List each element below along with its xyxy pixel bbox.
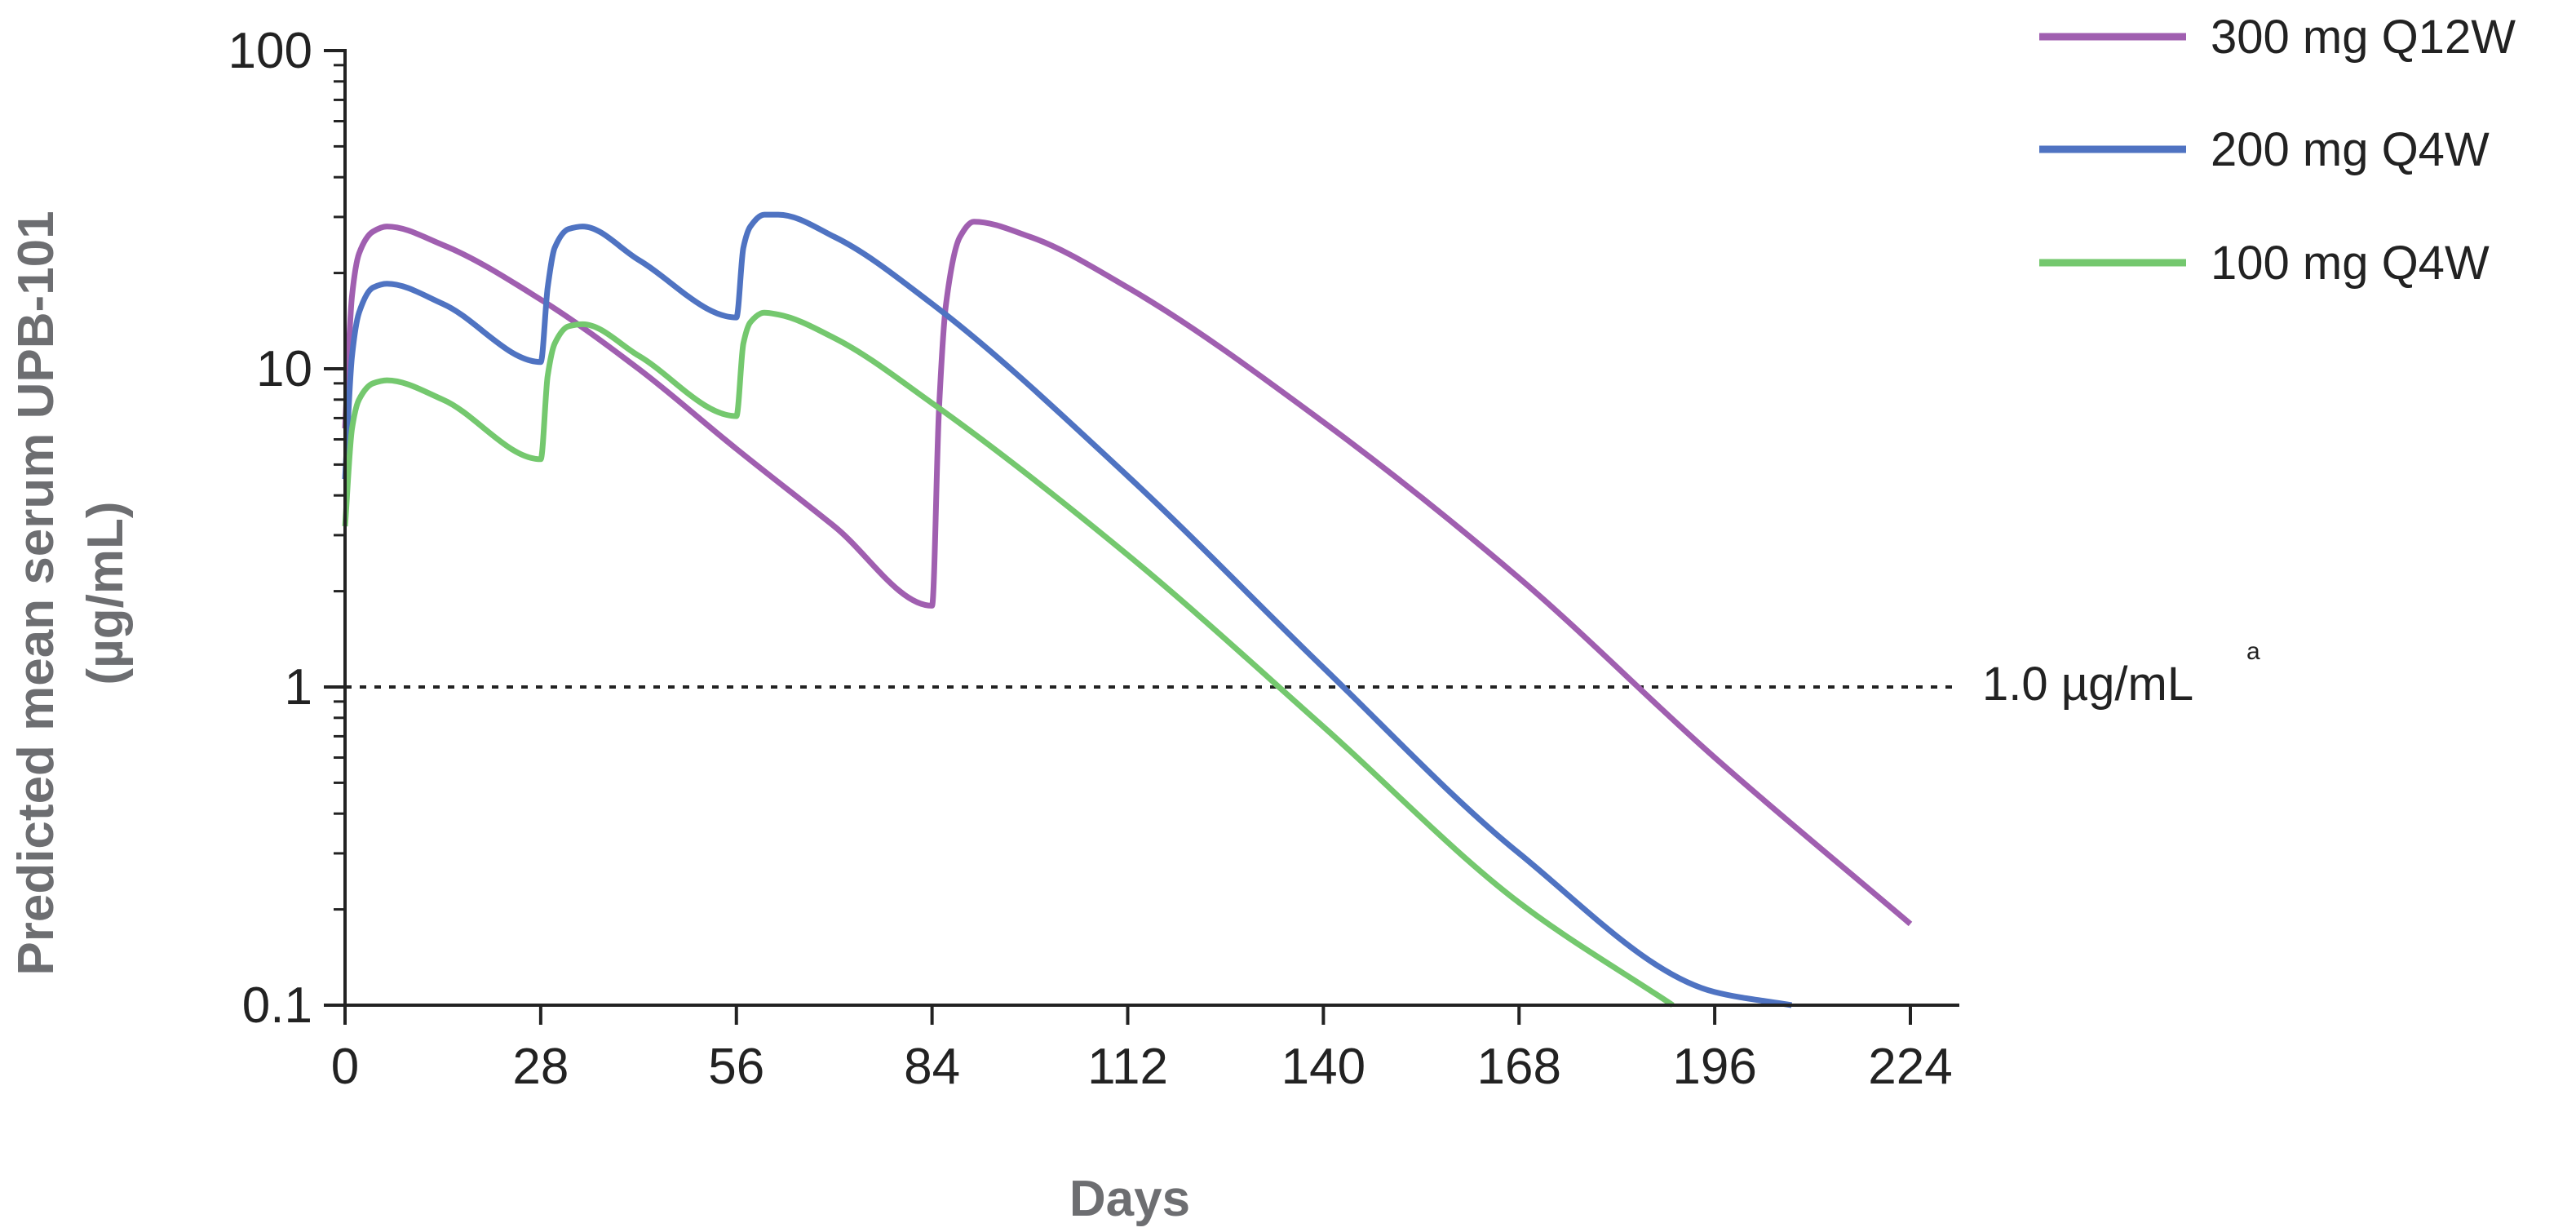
y-tick-label: 10 xyxy=(256,341,312,397)
x-tick-label: 56 xyxy=(708,1039,764,1095)
reference-line-label: 1.0 µg/mL xyxy=(1982,658,2193,711)
y-axis-ticks: 0.1 1 10 100 xyxy=(228,23,345,1034)
series-group xyxy=(342,211,1913,1008)
legend-label-300-mg-q12w: 300 mg Q12W xyxy=(2211,11,2516,64)
legend-label-200-mg-q4w: 200 mg Q4W xyxy=(2211,123,2490,176)
reference-line-label-superscript: a xyxy=(2246,638,2260,665)
legend-label-100-mg-q4w: 100 mg Q4W xyxy=(2211,237,2490,290)
axes xyxy=(343,49,1959,1007)
x-tick-label: 196 xyxy=(1672,1039,1756,1095)
x-tick-label: 84 xyxy=(904,1039,960,1095)
y-axis-title-line-1: Predicted mean serum UPB-101 xyxy=(8,211,64,975)
series-line-200-mg-q4w xyxy=(342,211,1792,1008)
legend: 300 mg Q12W 200 mg Q4W 100 mg Q4W xyxy=(2039,11,2516,290)
y-tick-label: 1 xyxy=(285,659,312,716)
series-line-300-mg-q12w xyxy=(342,219,1913,927)
y-tick-label: 100 xyxy=(228,23,312,79)
y-axis-title-line-2: (µg/mL) xyxy=(77,501,134,685)
x-tick-label: 112 xyxy=(1087,1039,1168,1095)
x-axis-title: Days xyxy=(1069,1171,1190,1227)
series-line-100-mg-q4w xyxy=(342,309,1675,1008)
y-tick-label: 0.1 xyxy=(242,977,312,1034)
x-tick-label: 0 xyxy=(331,1039,359,1095)
x-tick-label: 168 xyxy=(1477,1039,1561,1095)
x-tick-label: 28 xyxy=(512,1039,569,1095)
x-tick-label: 224 xyxy=(1868,1039,1952,1095)
x-tick-label: 140 xyxy=(1281,1039,1365,1095)
x-axis-ticks: 0 28 56 84 112 140 168 196 224 xyxy=(331,1005,1953,1095)
